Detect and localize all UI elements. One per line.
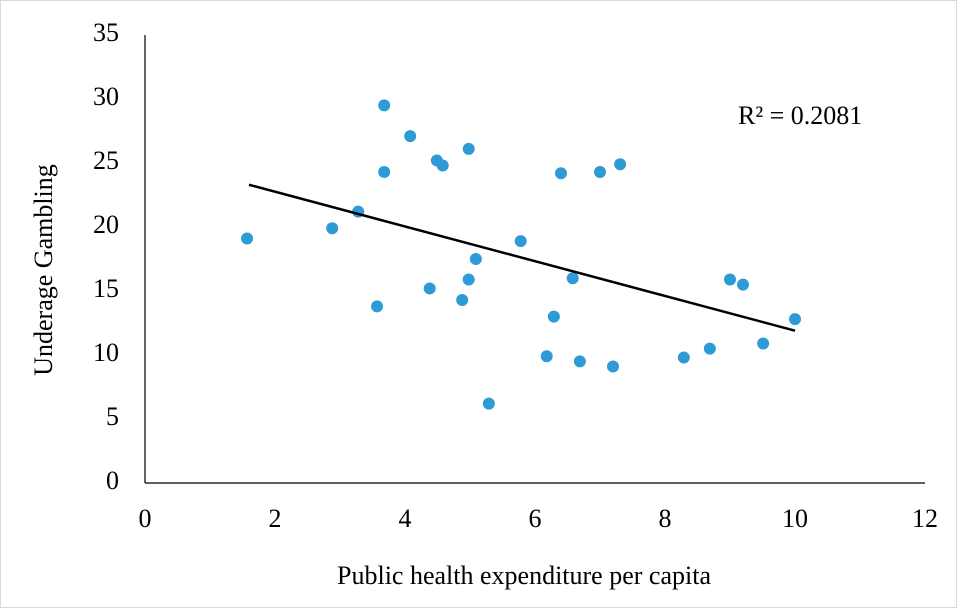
point [456, 293, 469, 306]
point [573, 355, 586, 368]
point [607, 360, 619, 373]
y-tick-label: 10 [93, 338, 119, 367]
point [326, 222, 339, 235]
y-tick-label: 30 [93, 82, 119, 111]
y-tick-label: 25 [93, 146, 119, 175]
point [547, 310, 560, 323]
x-tick-label: 2 [269, 504, 282, 533]
point [514, 235, 527, 248]
annotation: R² = 0.2081 [738, 101, 862, 130]
point [469, 253, 482, 265]
y-tick-label: 5 [106, 402, 119, 431]
point [555, 167, 567, 180]
point [703, 342, 716, 355]
point [594, 165, 606, 178]
y-tick-label: 0 [106, 466, 119, 495]
point [757, 337, 770, 350]
point [737, 278, 749, 291]
point [540, 350, 553, 363]
point [789, 313, 801, 326]
point [462, 142, 475, 155]
point [423, 282, 436, 295]
y-tick-label: 35 [93, 18, 119, 47]
point [378, 99, 391, 112]
point [482, 397, 495, 410]
point [371, 300, 384, 313]
x-axis-label: Public health expenditure per capita [337, 561, 711, 590]
point [436, 159, 449, 172]
x-tick-label: 12 [912, 504, 938, 533]
point [677, 351, 690, 364]
y-tick-label: 15 [93, 274, 119, 303]
x-tick-label: 6 [529, 504, 542, 533]
y-axis-label: Underage Gambling [29, 164, 58, 376]
x-tick-label: 4 [399, 504, 412, 533]
x-tick-label: 10 [782, 504, 808, 533]
x-tick-label: 0 [139, 504, 152, 533]
y-tick-label: 20 [93, 210, 119, 239]
trendline [248, 183, 796, 332]
point [241, 232, 254, 245]
point [566, 272, 579, 285]
point [462, 273, 475, 286]
point [404, 130, 417, 143]
point [614, 158, 627, 171]
point [378, 165, 391, 178]
x-tick-label: 8 [659, 504, 672, 533]
point [724, 273, 736, 286]
